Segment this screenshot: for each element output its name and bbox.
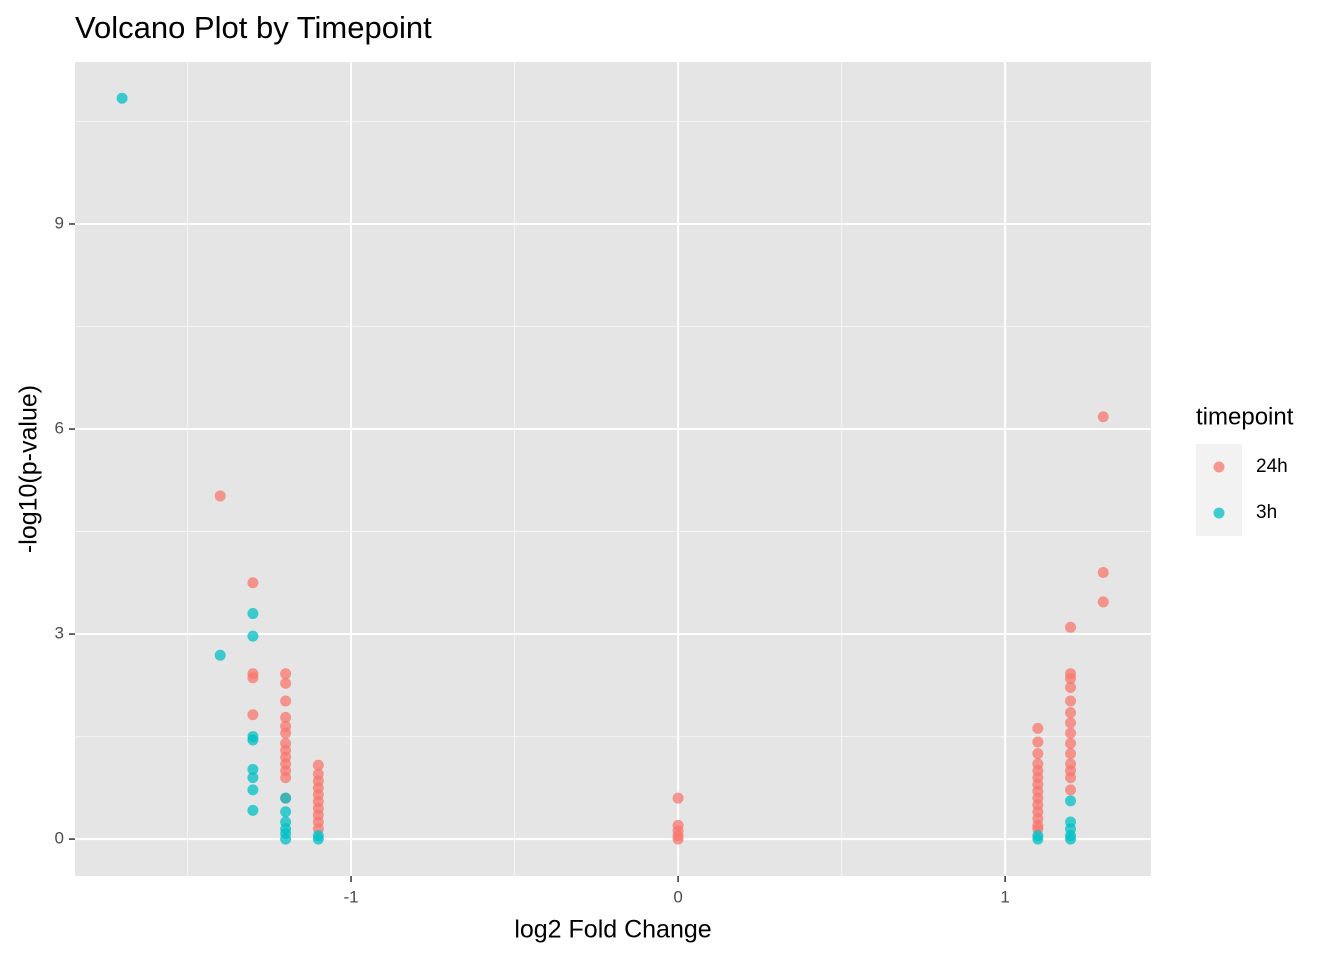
point	[1065, 707, 1077, 719]
chart-title: Volcano Plot by Timepoint	[75, 10, 432, 45]
point	[1065, 748, 1077, 760]
legend-label: 24h	[1256, 456, 1288, 477]
point	[1097, 411, 1109, 423]
point	[214, 490, 226, 502]
point	[1065, 681, 1077, 693]
point	[247, 672, 259, 684]
point	[1032, 833, 1044, 845]
point	[247, 734, 259, 746]
point	[214, 649, 226, 661]
point	[247, 772, 259, 784]
point	[116, 92, 128, 104]
point	[247, 804, 259, 816]
point	[312, 833, 324, 845]
point	[1065, 695, 1077, 707]
point	[1065, 672, 1077, 684]
point	[280, 772, 292, 784]
point	[1032, 748, 1044, 760]
point	[280, 668, 292, 680]
x-tick-label: 0	[673, 887, 682, 906]
x-tick-label: -1	[343, 887, 358, 906]
point	[1065, 621, 1077, 633]
point	[1032, 736, 1044, 748]
point	[1097, 596, 1109, 608]
point	[672, 792, 684, 804]
point	[280, 833, 292, 845]
point	[1065, 737, 1077, 749]
y-tick-label: 3	[55, 624, 64, 643]
x-tick-label: 1	[1000, 887, 1009, 906]
legend-title: timepoint	[1196, 403, 1294, 430]
point	[1065, 727, 1077, 739]
point	[280, 711, 292, 723]
point	[1065, 795, 1077, 807]
point	[280, 677, 292, 689]
point	[1032, 722, 1044, 734]
y-tick-label: 9	[55, 213, 64, 232]
point	[1097, 567, 1109, 579]
point	[312, 759, 324, 771]
point	[1065, 784, 1077, 796]
point	[280, 727, 292, 739]
point	[1065, 717, 1077, 729]
legend-key	[1213, 461, 1225, 473]
point	[247, 577, 259, 589]
point	[280, 792, 292, 804]
point	[247, 784, 259, 796]
point	[1065, 772, 1077, 784]
y-tick-label: 6	[55, 419, 64, 438]
panel	[75, 62, 1151, 876]
point	[672, 833, 684, 845]
legend-key	[1213, 507, 1225, 519]
point	[247, 763, 259, 775]
point	[247, 709, 259, 721]
point	[280, 806, 292, 818]
y-tick-label: 0	[55, 829, 64, 848]
y-axis-label: -log10(p-value)	[15, 385, 43, 553]
point	[1065, 833, 1077, 845]
legend-label: 3h	[1256, 502, 1277, 523]
x-axis-label: log2 Fold Change	[514, 916, 711, 944]
point	[280, 695, 292, 707]
legend-box	[1196, 444, 1242, 536]
point	[247, 630, 259, 642]
point	[247, 608, 259, 620]
